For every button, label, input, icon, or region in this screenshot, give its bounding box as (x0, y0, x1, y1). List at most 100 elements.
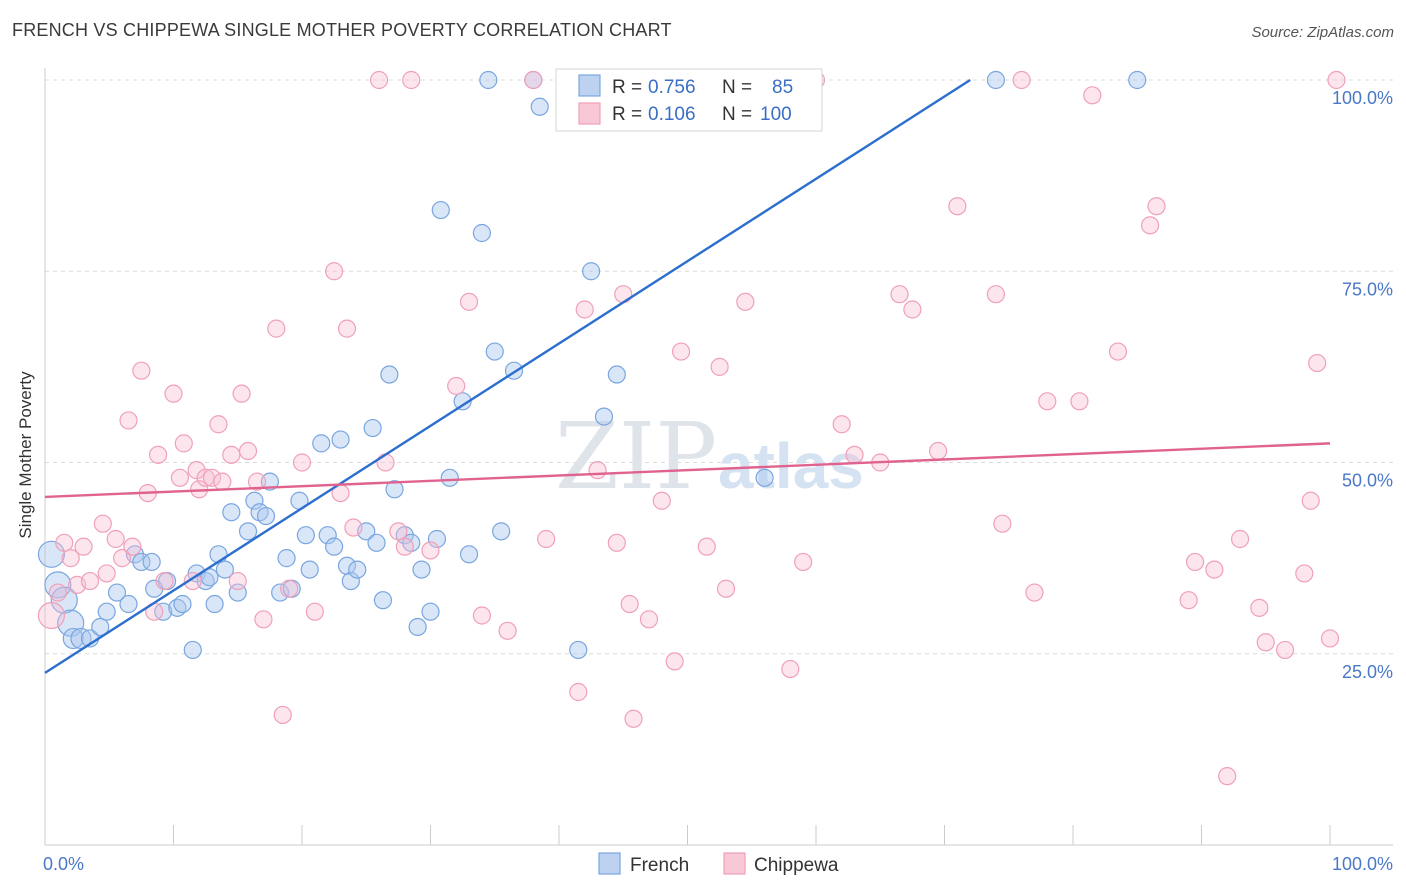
bottom-legend-label-chippewa: Chippewa (754, 855, 839, 876)
data-point (91, 617, 110, 637)
data-point (1295, 564, 1314, 583)
data-point (1308, 353, 1327, 373)
data-point (48, 583, 67, 602)
data-point (431, 200, 450, 220)
bottom-legend-swatch-chippewa (723, 852, 746, 875)
data-point (142, 552, 161, 572)
chart-title: FRENCH VS CHIPPEWA SINGLE MOTHER POVERTY… (12, 20, 672, 40)
legend-r-value-french: 0.756 (648, 77, 696, 98)
watermark-zip: ZIP (555, 403, 717, 510)
data-point (903, 300, 922, 319)
data-point (123, 537, 142, 556)
data-point (1108, 342, 1128, 361)
data-point (524, 70, 543, 90)
data-point (624, 709, 643, 728)
data-point (97, 564, 116, 583)
data-point (412, 560, 431, 579)
data-point (459, 292, 479, 311)
data-point (331, 430, 350, 449)
bottom-legend-swatch-french (598, 852, 621, 875)
data-point (607, 365, 626, 384)
axes (44, 68, 1393, 846)
data-point (337, 556, 357, 575)
data-point (273, 705, 292, 725)
data-point (74, 537, 93, 556)
data-point (341, 571, 360, 591)
data-point (132, 552, 151, 572)
data-point (588, 461, 607, 480)
data-point (80, 571, 100, 591)
data-point (112, 549, 132, 568)
data-point (254, 610, 273, 629)
data-point (222, 445, 241, 464)
data-point (37, 601, 66, 630)
data-point (300, 560, 319, 579)
data-point (620, 594, 639, 614)
data-point (453, 392, 472, 411)
data-point (1083, 86, 1102, 105)
legend-swatch-french (578, 74, 601, 97)
data-point (238, 441, 258, 461)
legend-n-value-french: 85 (772, 77, 793, 98)
data-point (498, 621, 517, 640)
data-point (292, 453, 312, 472)
data-point (1275, 640, 1295, 660)
data-point (280, 579, 299, 598)
data-point (427, 529, 447, 549)
data-point (373, 591, 393, 610)
data-point (639, 610, 659, 629)
data-point (238, 522, 258, 541)
data-point (1327, 70, 1346, 90)
data-point (385, 480, 404, 499)
y-tick-labels: 25.0% 50.0% 75.0% 100.0% (1332, 88, 1393, 682)
data-point (1218, 767, 1237, 786)
series-french (37, 70, 1147, 660)
data-point (132, 361, 151, 380)
data-point (312, 434, 331, 453)
data-point (260, 472, 279, 491)
data-point (1230, 529, 1250, 549)
data-point (44, 571, 72, 599)
data-point (148, 445, 168, 464)
trend-line-chippewa (44, 442, 1331, 499)
data-point (267, 319, 286, 338)
y-tick-label: 100.0% (1332, 88, 1393, 108)
data-point (948, 197, 967, 216)
data-point (215, 560, 234, 579)
data-point (209, 545, 228, 564)
data-point (530, 97, 549, 116)
data-point (986, 285, 1006, 304)
data-point (305, 602, 324, 621)
data-point (421, 541, 440, 560)
data-point (202, 468, 222, 487)
data-point (119, 411, 138, 430)
source-credit: Source: ZipAtlas.com (1251, 24, 1394, 41)
series-chippewa (37, 70, 1346, 786)
data-point (736, 292, 755, 311)
data-point (472, 606, 491, 625)
data-point (845, 445, 864, 464)
data-point (247, 472, 267, 491)
data-point (228, 571, 247, 591)
data-point (607, 533, 626, 552)
data-point (1140, 216, 1160, 235)
data-point (1038, 392, 1057, 411)
data-point (337, 319, 357, 338)
data-point (395, 537, 414, 556)
data-point (1025, 583, 1044, 602)
data-point (755, 468, 774, 487)
legend-r-label-chippewa: R = (612, 104, 642, 125)
legend-r-value-chippewa: 0.106 (648, 104, 696, 125)
data-point (173, 594, 192, 614)
data-point (205, 594, 224, 614)
data-point (93, 514, 112, 533)
y-axis-label: Single Mother Poverty (16, 371, 35, 539)
data-point (671, 342, 691, 361)
data-point (174, 434, 193, 453)
x-tick-label-min: 0.0% (43, 854, 84, 874)
data-point (344, 518, 363, 537)
data-point (1128, 70, 1147, 90)
data-point (781, 659, 800, 679)
data-point (575, 300, 594, 319)
data-point (794, 552, 813, 572)
